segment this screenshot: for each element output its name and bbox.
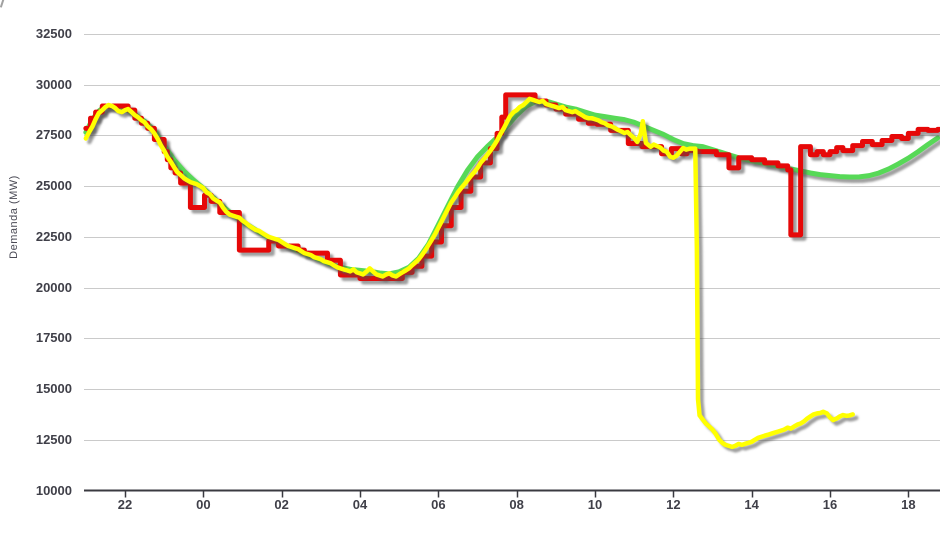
x-tick-label: 16 — [822, 497, 838, 512]
x-tick-label: 08 — [509, 497, 524, 512]
y-tick-label: 20000 — [35, 279, 72, 295]
y-tick-label: 30000 — [35, 76, 72, 92]
y-tick-label: 12500 — [35, 431, 72, 447]
x-tick-label: 02 — [274, 497, 289, 512]
y-tick-label: 22500 — [35, 228, 72, 244]
y-tick-label: 10000 — [35, 482, 72, 498]
y-tick-label: 15000 — [35, 381, 72, 397]
x-tick-label: 06 — [431, 497, 446, 512]
x-tick-label: 18 — [901, 497, 916, 512]
x-tick-label: 12 — [666, 497, 681, 512]
y-tick-label: 32500 — [35, 26, 72, 41]
x-tick-label: 00 — [196, 497, 211, 512]
x-tick-label: 22 — [117, 497, 133, 512]
x-tick-label: 14 — [744, 497, 759, 512]
y-tick-label: 17500 — [35, 330, 72, 346]
x-tick-label: 10 — [587, 497, 603, 512]
x-tick-label: 04 — [352, 497, 368, 512]
y-tick-label: 25000 — [35, 178, 72, 194]
y-tick-label: 27500 — [35, 127, 72, 143]
